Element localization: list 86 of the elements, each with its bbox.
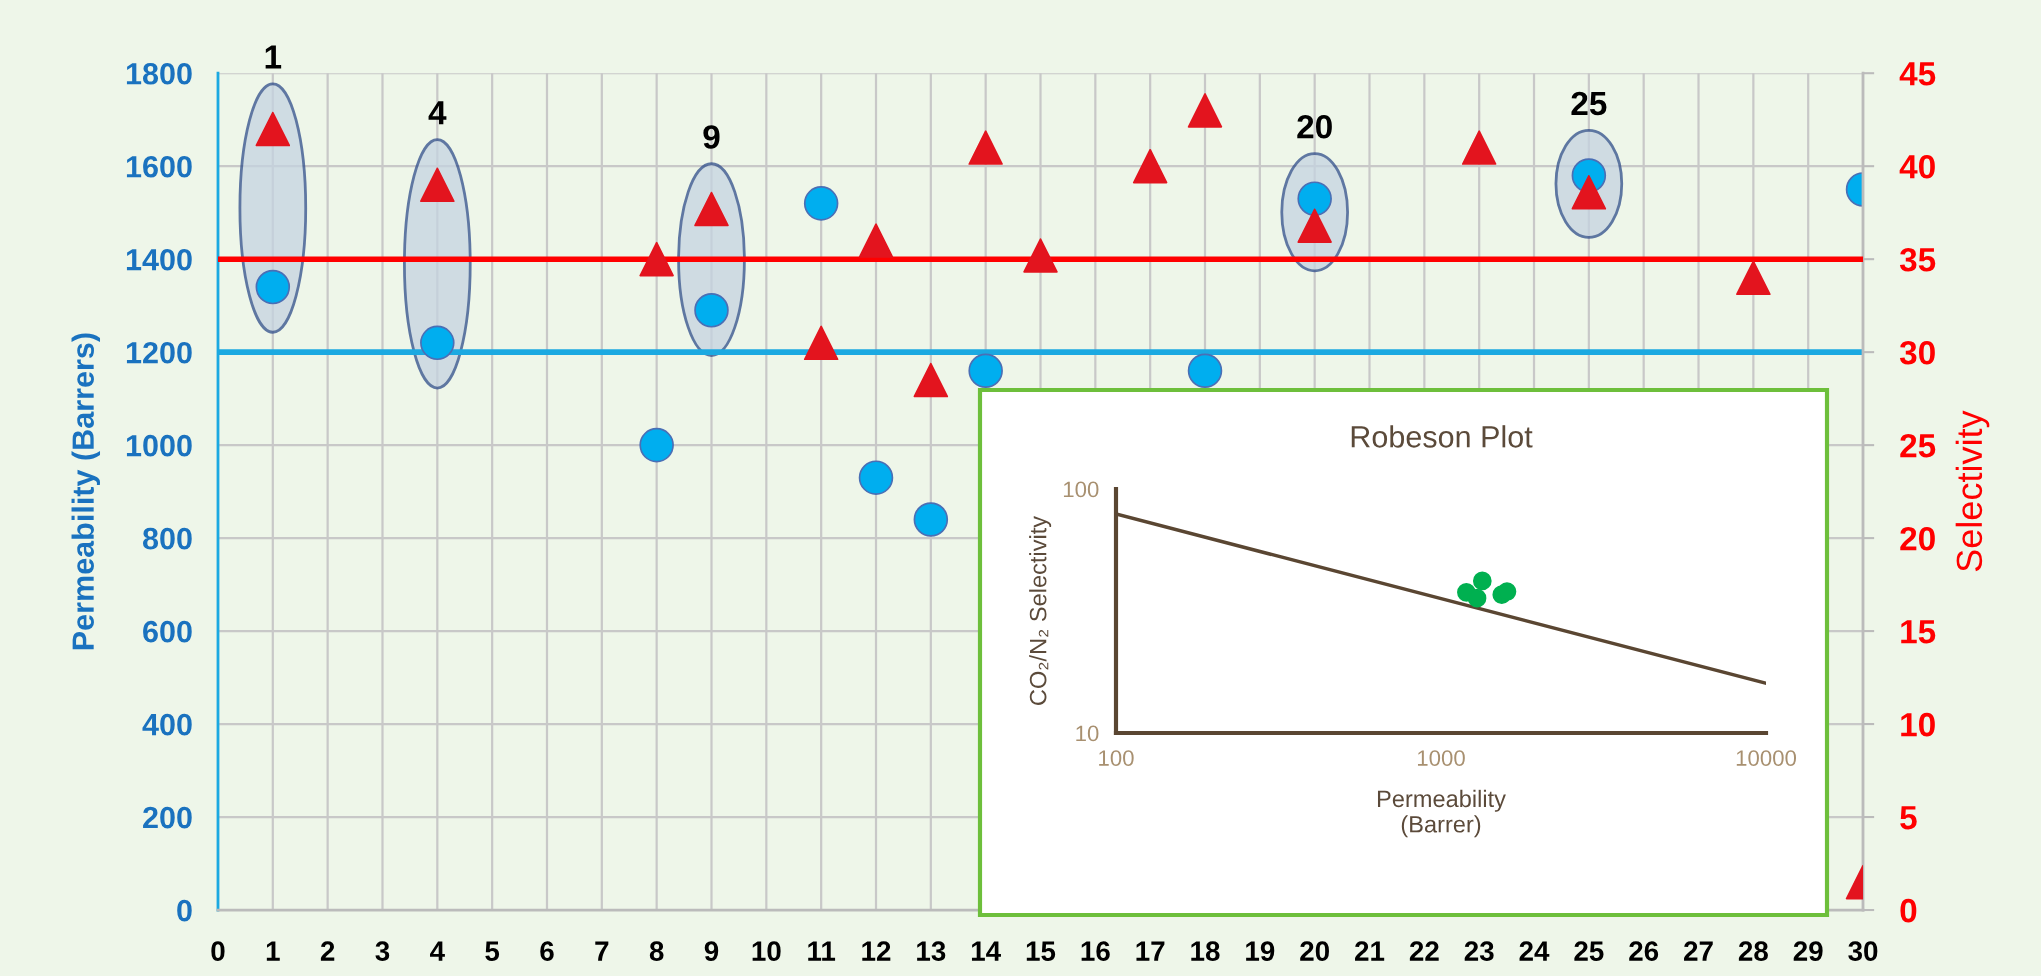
point — [1187, 93, 1223, 128]
annotation: 1 — [265, 45, 282, 69]
point — [420, 167, 455, 203]
x-tick-label: 29 — [1793, 941, 1823, 961]
x-tick-label: 11 — [808, 941, 836, 961]
x-tick-label: 21 — [1355, 941, 1385, 961]
x-tick-label: 8 — [649, 941, 664, 961]
point — [913, 362, 949, 398]
annotation: 20 — [1297, 114, 1332, 139]
x-tick-label: 24 — [1519, 941, 1550, 961]
x-tick-label: 100 — [1099, 750, 1134, 766]
y-tick-label: 600 — [143, 620, 192, 643]
y-tick-label: 1200 — [126, 341, 192, 364]
x-tick-label: 16 — [1081, 941, 1110, 961]
y-tick-label: 1800 — [126, 62, 192, 85]
point — [639, 427, 674, 463]
point — [968, 130, 1003, 165]
x-tick-label: 5 — [485, 941, 500, 961]
x-tick-label: 23 — [1464, 941, 1494, 962]
x-tick-label: 26 — [1629, 941, 1659, 961]
x-tick-label: 0 — [211, 941, 225, 961]
point — [255, 269, 291, 305]
x-tick-label: 22 — [1409, 941, 1439, 961]
point — [694, 293, 729, 328]
point — [420, 325, 455, 361]
y2-tick-label: 0 — [1900, 898, 1917, 923]
x-tick-label: 25 — [1574, 941, 1604, 961]
point — [1461, 130, 1497, 165]
point — [255, 111, 291, 147]
point — [694, 191, 729, 227]
x-tick-label: 6 — [540, 941, 554, 961]
y-tick-label: 800 — [142, 527, 192, 550]
y2-tick-label: 35 — [1899, 247, 1936, 272]
point — [858, 460, 894, 495]
x-tick-label: 28 — [1738, 941, 1768, 961]
x-tick-label: 3 — [375, 941, 390, 962]
x-tick-label: 18 — [1191, 941, 1220, 961]
y2-tick-label: 10 — [1901, 712, 1935, 737]
point — [803, 325, 839, 361]
point — [1023, 238, 1058, 273]
y-axis-title: Permeability (Barrers) — [71, 333, 101, 650]
x-axis-title: Permeability (Barrer) — [1377, 789, 1506, 838]
x-tick-label: 30 — [1848, 941, 1878, 962]
y-tick-label: 400 — [142, 713, 192, 736]
x-tick-label: 19 — [1246, 941, 1275, 961]
y2-tick-label: 40 — [1899, 154, 1935, 179]
point — [803, 186, 839, 221]
x-tick-label: 13 — [917, 941, 946, 962]
x-tick-label: 10 — [752, 941, 781, 961]
x-tick-label: 1 — [266, 941, 280, 961]
x-tick-label: 2 — [320, 941, 335, 961]
y-axis-title: CO₂/N₂ Selectivity — [1029, 515, 1052, 705]
y2-tick-label: 25 — [1900, 433, 1936, 458]
annotation: 9 — [703, 125, 720, 149]
x-tick-label: 14 — [971, 941, 1001, 961]
y-tick-label: 1400 — [126, 248, 192, 271]
y2-axis-title: Selectivity — [1955, 410, 1990, 572]
point — [1736, 260, 1771, 296]
x-tick-label: 12 — [862, 941, 891, 961]
y-tick-label: 1600 — [126, 155, 192, 178]
x-tick-label: 4 — [430, 941, 445, 961]
y2-tick-label: 45 — [1899, 62, 1936, 86]
x-tick-label: 17 — [1136, 941, 1165, 961]
x-tick-label: 15 — [1026, 941, 1056, 961]
y-tick-label: 0 — [177, 899, 192, 922]
y2-tick-label: 15 — [1901, 620, 1936, 644]
point — [639, 241, 674, 277]
point — [968, 353, 1003, 389]
point — [1132, 148, 1168, 184]
x-tick-label: 10000 — [1736, 750, 1797, 766]
point — [858, 223, 894, 258]
annotation: 25 — [1571, 91, 1607, 116]
y2-tick-label: 5 — [1900, 806, 1917, 830]
y-tick-label: 1000 — [126, 434, 192, 457]
x-tick-label: 1000 — [1417, 750, 1465, 766]
x-tick-label: 20 — [1300, 941, 1329, 961]
x-tick-label: 27 — [1684, 941, 1713, 961]
x-tick-label: 9 — [704, 941, 719, 961]
x-tick-label: 7 — [595, 941, 609, 961]
chart-title: Robeson Plot — [1351, 425, 1533, 448]
annotation: 4 — [428, 101, 447, 125]
point — [1187, 353, 1223, 389]
point — [913, 502, 949, 537]
y-tick-label: 200 — [143, 806, 192, 829]
y2-tick-label: 20 — [1900, 526, 1935, 551]
y2-tick-label: 30 — [1899, 340, 1935, 365]
